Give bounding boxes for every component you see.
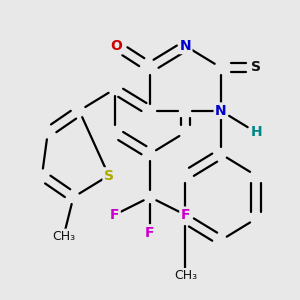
Text: S: S xyxy=(251,61,261,74)
Text: O: O xyxy=(111,39,122,53)
Text: F: F xyxy=(181,208,190,222)
Text: CH₃: CH₃ xyxy=(174,269,197,282)
Text: N: N xyxy=(179,39,191,53)
Text: F: F xyxy=(110,208,119,222)
Text: CH₃: CH₃ xyxy=(52,230,75,243)
Text: F: F xyxy=(145,226,155,239)
Text: S: S xyxy=(104,169,114,182)
Text: H: H xyxy=(250,125,262,139)
Text: N: N xyxy=(215,104,226,118)
